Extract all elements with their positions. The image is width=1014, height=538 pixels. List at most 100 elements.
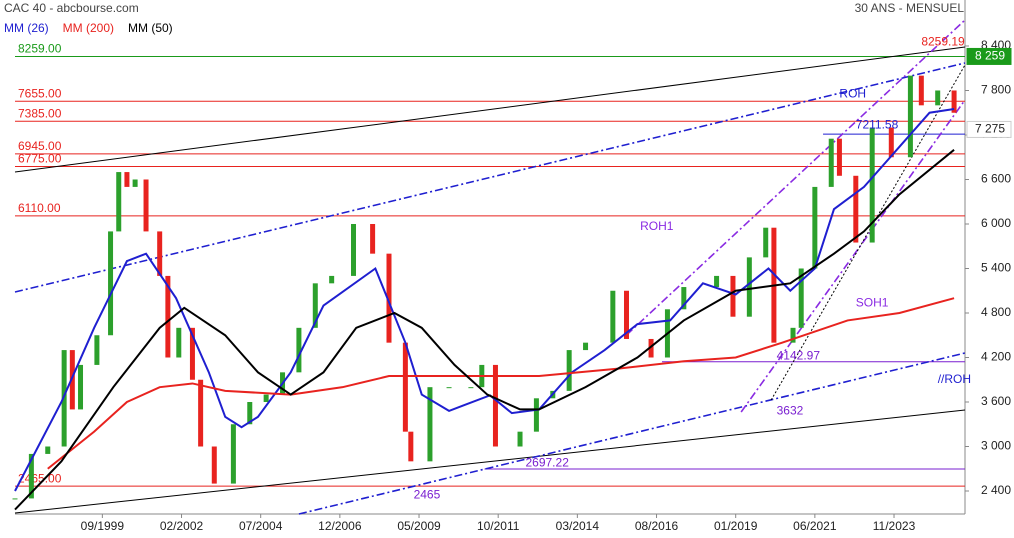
annotation: 2697.22	[525, 456, 569, 470]
candle	[681, 287, 687, 310]
trendline	[298, 352, 966, 515]
candle	[533, 398, 539, 432]
trendline	[14, 46, 966, 173]
candle	[918, 75, 924, 106]
candle	[566, 350, 572, 391]
y-tick-label: 4 200	[981, 350, 1011, 364]
annotation: 8259.19	[921, 34, 965, 48]
candle	[888, 127, 894, 158]
x-tick-label: 01/2019	[714, 519, 758, 533]
candle	[408, 431, 414, 462]
candle	[94, 335, 100, 365]
trendline	[770, 64, 966, 401]
candle	[132, 179, 138, 187]
x-tick-label: 10/2011	[477, 519, 520, 533]
legend-entry: MM (50)	[128, 21, 173, 35]
candle	[28, 453, 34, 499]
candle	[517, 431, 523, 447]
candle	[116, 172, 122, 232]
x-tick-label: 06/2021	[793, 519, 837, 533]
trendline	[14, 409, 966, 514]
candle	[12, 498, 18, 500]
candle	[124, 172, 130, 187]
candle	[790, 327, 796, 343]
candle	[730, 275, 736, 317]
candle	[798, 268, 804, 328]
candle	[446, 387, 452, 389]
candle	[610, 290, 616, 343]
candle	[157, 231, 163, 276]
x-tick-label: 08/2016	[635, 519, 679, 533]
candle	[836, 138, 842, 176]
x-tick-label: 11/2023	[873, 519, 916, 533]
price-badge	[966, 47, 1012, 65]
candle	[402, 342, 408, 432]
y-tick-label: 3 000	[981, 439, 1011, 453]
candle	[351, 223, 357, 276]
trendline-label: SOH1	[856, 296, 889, 310]
candle	[623, 290, 629, 339]
y-tick-label: 3 600	[981, 394, 1011, 408]
candle	[714, 275, 720, 288]
annotation: 3632	[777, 403, 804, 417]
legend: MM (26) MM (200) MM (50)	[4, 21, 173, 35]
candle	[828, 138, 834, 187]
trendline	[625, 19, 966, 336]
annotation: 4142.97	[777, 349, 821, 363]
price-badge-label: 8 259	[975, 49, 1005, 63]
level-label: 6945.00	[18, 139, 62, 153]
legend-entry: MM (26)	[4, 21, 49, 35]
candle	[230, 424, 236, 484]
level-label: 7655.00	[18, 86, 62, 100]
level-label: 6110.00	[18, 201, 61, 215]
candle	[263, 394, 269, 403]
candle	[296, 327, 302, 373]
candle	[370, 223, 376, 254]
y-tick-label: 6 600	[981, 172, 1011, 186]
level-label: 6775.00	[18, 152, 62, 166]
candle	[386, 253, 392, 343]
candle	[329, 275, 335, 284]
moving-average	[14, 149, 955, 511]
legend-entry: MM (200)	[63, 21, 114, 35]
candle	[492, 364, 498, 447]
candle	[869, 127, 875, 243]
y-tick-label: 5 400	[981, 261, 1011, 275]
candle	[143, 179, 149, 232]
price-badge-label: 7 275	[975, 122, 1005, 136]
candle	[312, 283, 318, 328]
candle	[211, 446, 217, 484]
moving-average	[14, 108, 955, 492]
annotation: 7211.58	[856, 118, 899, 132]
trendline-label: ROH1	[640, 219, 674, 233]
trendline	[740, 99, 966, 413]
candle	[189, 327, 195, 380]
y-tick-label: 6 000	[981, 216, 1011, 230]
candle	[78, 364, 84, 410]
trendline-label: ROH	[839, 86, 866, 100]
candle	[907, 75, 913, 158]
x-tick-label: 03/2014	[556, 519, 600, 533]
trendline	[14, 62, 966, 293]
chart-subtitle: 30 ANS - MENSUEL	[855, 1, 965, 15]
candle	[583, 342, 589, 351]
y-tick-label: 2 400	[981, 483, 1011, 497]
price-badge	[966, 120, 1012, 138]
annotation: 2465	[414, 487, 441, 501]
x-tick-label: 05/2009	[397, 519, 441, 533]
candle	[45, 446, 51, 454]
candle	[108, 231, 114, 336]
x-tick-label: 09/1999	[81, 519, 125, 533]
candle	[935, 90, 941, 106]
chart-title: CAC 40 - abcbourse.com	[4, 1, 139, 15]
candle	[165, 275, 171, 358]
candle	[951, 90, 957, 113]
y-tick-label: 7 800	[981, 83, 1011, 97]
plot-area	[15, 0, 965, 514]
candle	[198, 379, 204, 447]
candle	[176, 327, 182, 358]
candle	[812, 186, 818, 269]
candle	[648, 338, 654, 358]
candle	[853, 175, 859, 243]
